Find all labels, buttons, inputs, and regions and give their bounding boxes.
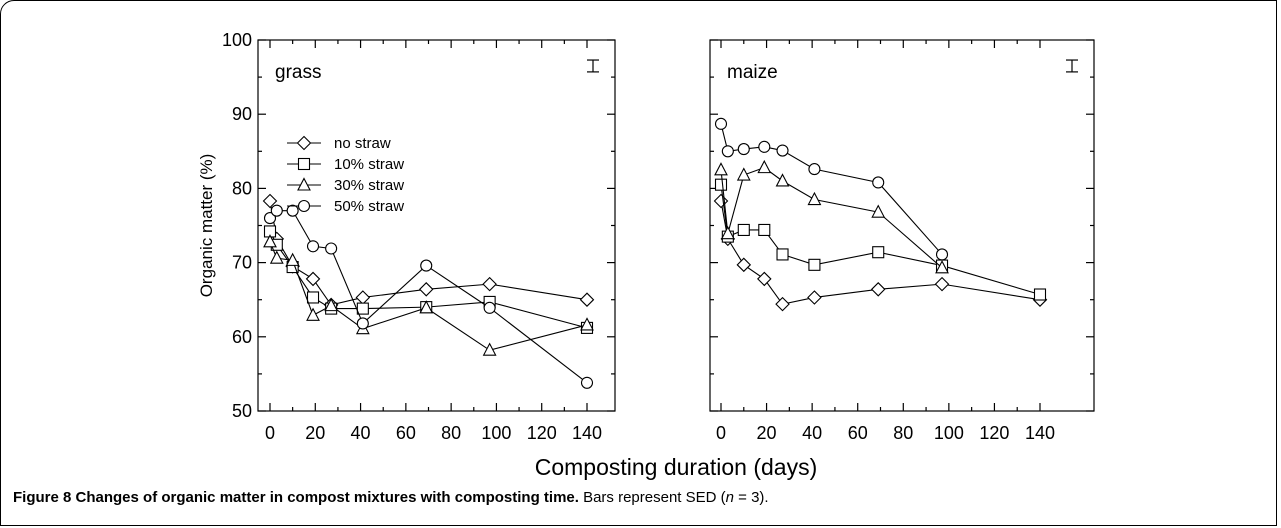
data-point-maize-diamond [736,257,752,273]
panel-label-maize: maize [727,62,778,83]
x-tick-label: 120 [527,423,557,443]
data-point-grass-circle [286,204,299,217]
data-point-grass-diamond [355,290,371,305]
legend-label: no straw [334,135,391,152]
data-point-maize-square [776,248,789,261]
x-tick-label: 40 [351,423,371,443]
data-point-maize-circle [776,144,789,157]
data-point-grass-triangle [263,234,277,248]
panel-0-frame [257,39,616,412]
data-point-grass-circle [580,376,594,389]
data-point-maize-triangle [871,204,886,218]
data-point-grass-diamond [305,271,321,287]
panel-label-grass: grass [275,62,321,83]
data-point-maize-triangle [807,191,822,206]
x-tick-label: 60 [848,423,868,443]
x-tick-label: 140 [572,423,602,443]
data-point-grass-circle [483,301,496,314]
data-point-grass-square [356,302,369,315]
data-point-maize-square [872,246,885,259]
data-point-maize-circle [935,248,949,261]
x-tick-label: 0 [716,423,726,443]
y-tick-label: 80 [232,178,252,198]
data-point-grass-diamond [482,276,497,292]
x-tick-label: 80 [441,423,461,443]
data-point-grass-circle [263,212,277,225]
x-tick-label: 0 [265,423,275,443]
legend-label: 50% straw [334,198,404,215]
legend-label: 30% straw [334,177,404,194]
data-point-maize-triangle [720,225,735,240]
data-point-maize-diamond [870,282,886,297]
x-tick-label: 60 [396,423,416,443]
data-point-grass-diamond [418,282,434,297]
data-point-maize-circle [737,143,750,156]
data-point-maize-diamond [934,276,950,292]
series-line-maize-50-straw [720,123,943,255]
data-point-maize-diamond [757,271,772,287]
legend-triangle-icon [297,177,311,191]
data-point-maize-triangle [775,173,790,187]
x-tick-label: 20 [305,423,325,443]
data-point-maize-circle [714,117,728,130]
data-point-maize-triangle [757,159,772,174]
data-point-grass-circle [356,317,369,330]
y-axis-label: Organic matter (%) [197,154,216,298]
caption-n-symbol: n [725,489,734,506]
data-point-grass-diamond [262,193,278,209]
data-point-grass-square [306,291,320,304]
data-point-grass-triangle [419,300,434,314]
x-tick-label: 20 [757,423,777,443]
data-point-maize-circle [808,163,821,176]
data-point-grass-circle [420,259,433,272]
data-point-grass-circle [306,240,320,253]
data-point-maize-circle [721,145,734,158]
data-point-grass-triangle [306,307,320,321]
y-tick-label: 60 [232,327,252,347]
data-point-maize-diamond [807,290,822,305]
data-point-maize-circle [872,176,885,189]
caption-rest-pre: Bars represent SED ( [578,489,726,506]
data-point-maize-diamond [775,296,790,312]
caption-rest-post: = 3). [733,489,769,506]
legend-diamond-icon [296,135,312,151]
data-point-grass-circle [270,204,283,217]
y-tick-label: 100 [222,30,252,50]
x-tick-label: 40 [802,423,822,443]
legend-circle-icon [297,199,311,213]
data-point-maize-square [758,223,771,237]
legend-square-icon [297,157,311,171]
x-tick-label: 120 [979,423,1009,443]
x-tick-label: 140 [1025,423,1055,443]
y-tick-label: 90 [232,104,252,124]
chart-svg: 0 20 40 60 80 100 120 140 50 60 70 80 90 100 grass 0 20 4… [197,30,1095,480]
legend-label: 10% straw [334,156,404,173]
x-tick-label: 80 [893,423,913,443]
data-point-maize-circle [758,140,771,153]
data-point-maize-triangle [935,260,949,274]
x-axis-label: Composting duration (days) [535,454,818,480]
figure-caption: Figure 8 Changes of organic matter in co… [13,489,769,506]
data-point-grass-triangle [324,297,339,312]
data-point-grass-triangle [285,252,300,266]
data-point-maize-square [737,223,750,237]
data-point-maize-square [808,258,821,271]
x-tick-label: 100 [481,423,511,443]
data-point-grass-triangle [269,250,284,264]
data-point-grass-triangle [482,342,497,356]
data-point-grass-triangle [580,317,594,331]
data-point-maize-triangle [714,162,728,176]
caption-bold: Figure 8 Changes of organic matter in co… [13,489,579,506]
data-point-grass-circle [325,242,338,255]
series-line-maize-30-straw [720,167,943,269]
data-point-maize-square [1033,288,1047,301]
data-point-maize-triangle [736,167,751,181]
y-tick-label: 70 [232,253,252,273]
data-point-maize-square [714,178,728,191]
data-point-maize-diamond [713,193,729,209]
x-tick-label: 100 [934,423,964,443]
y-tick-label: 50 [232,401,252,421]
data-point-grass-diamond [579,292,595,307]
